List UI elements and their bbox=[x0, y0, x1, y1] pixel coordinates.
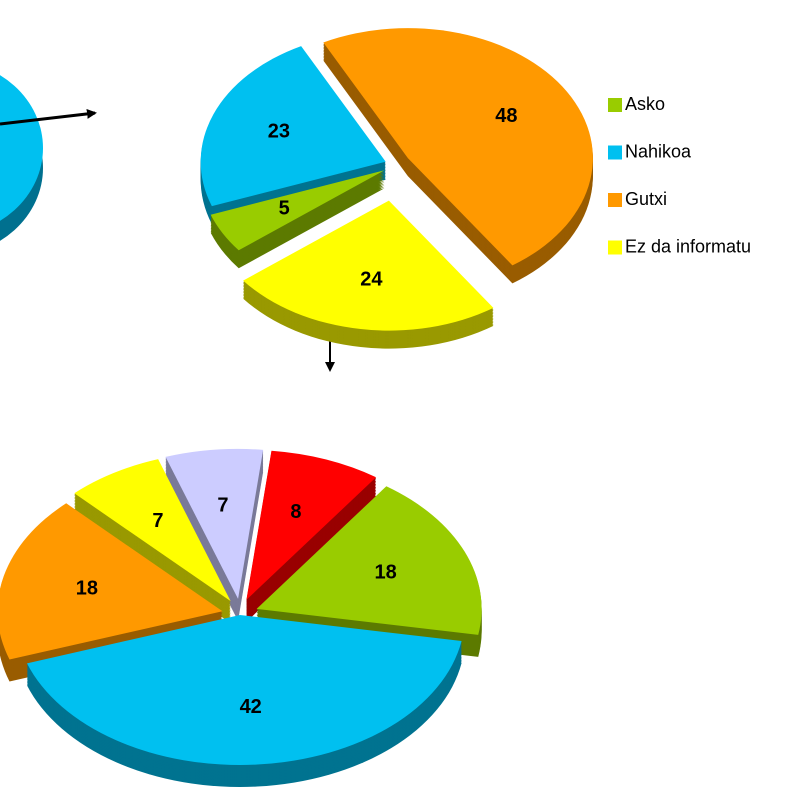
slice bbox=[27, 615, 462, 765]
data-label: 23 bbox=[268, 121, 290, 143]
data-label: 8 bbox=[290, 501, 301, 523]
data-label: 5 bbox=[279, 198, 290, 220]
slice bbox=[200, 46, 386, 207]
slice bbox=[0, 503, 223, 660]
charts: 5 23 48 24 Asko Nahikoa Gutxi Ez da informatu 42… bbox=[0, 28, 751, 788]
legend-swatch bbox=[608, 240, 622, 255]
legend-label: Ez da informatu bbox=[625, 236, 751, 256]
data-label: 18 bbox=[76, 578, 98, 600]
pie: 42 18 7 7 8 18 bbox=[0, 448, 482, 788]
legend-swatch bbox=[608, 98, 622, 112]
data-label: 18 bbox=[374, 562, 396, 584]
data-label: 48 bbox=[495, 105, 517, 127]
slice bbox=[74, 459, 231, 602]
slice bbox=[256, 486, 482, 635]
slice bbox=[165, 448, 264, 599]
data-label: 7 bbox=[152, 510, 163, 532]
data-label: 42 bbox=[240, 696, 262, 718]
slice bbox=[243, 200, 494, 331]
data-label: 24 bbox=[360, 269, 383, 291]
legend-label: Nahikoa bbox=[625, 141, 692, 161]
slice bbox=[210, 170, 385, 251]
legend-swatch bbox=[608, 145, 622, 160]
pie: 5 23 48 24 bbox=[200, 28, 593, 349]
legend-label: Gutxi bbox=[625, 189, 667, 209]
legend-label: Asko bbox=[625, 94, 665, 114]
cropped-pie bbox=[0, 75, 43, 241]
arrow bbox=[0, 108, 97, 126]
slice bbox=[246, 450, 377, 600]
legend: Asko Nahikoa Gutxi Ez da informatu bbox=[608, 94, 751, 256]
data-label: 7 bbox=[217, 495, 228, 517]
legend-swatch bbox=[608, 193, 622, 207]
slice bbox=[323, 28, 593, 266]
